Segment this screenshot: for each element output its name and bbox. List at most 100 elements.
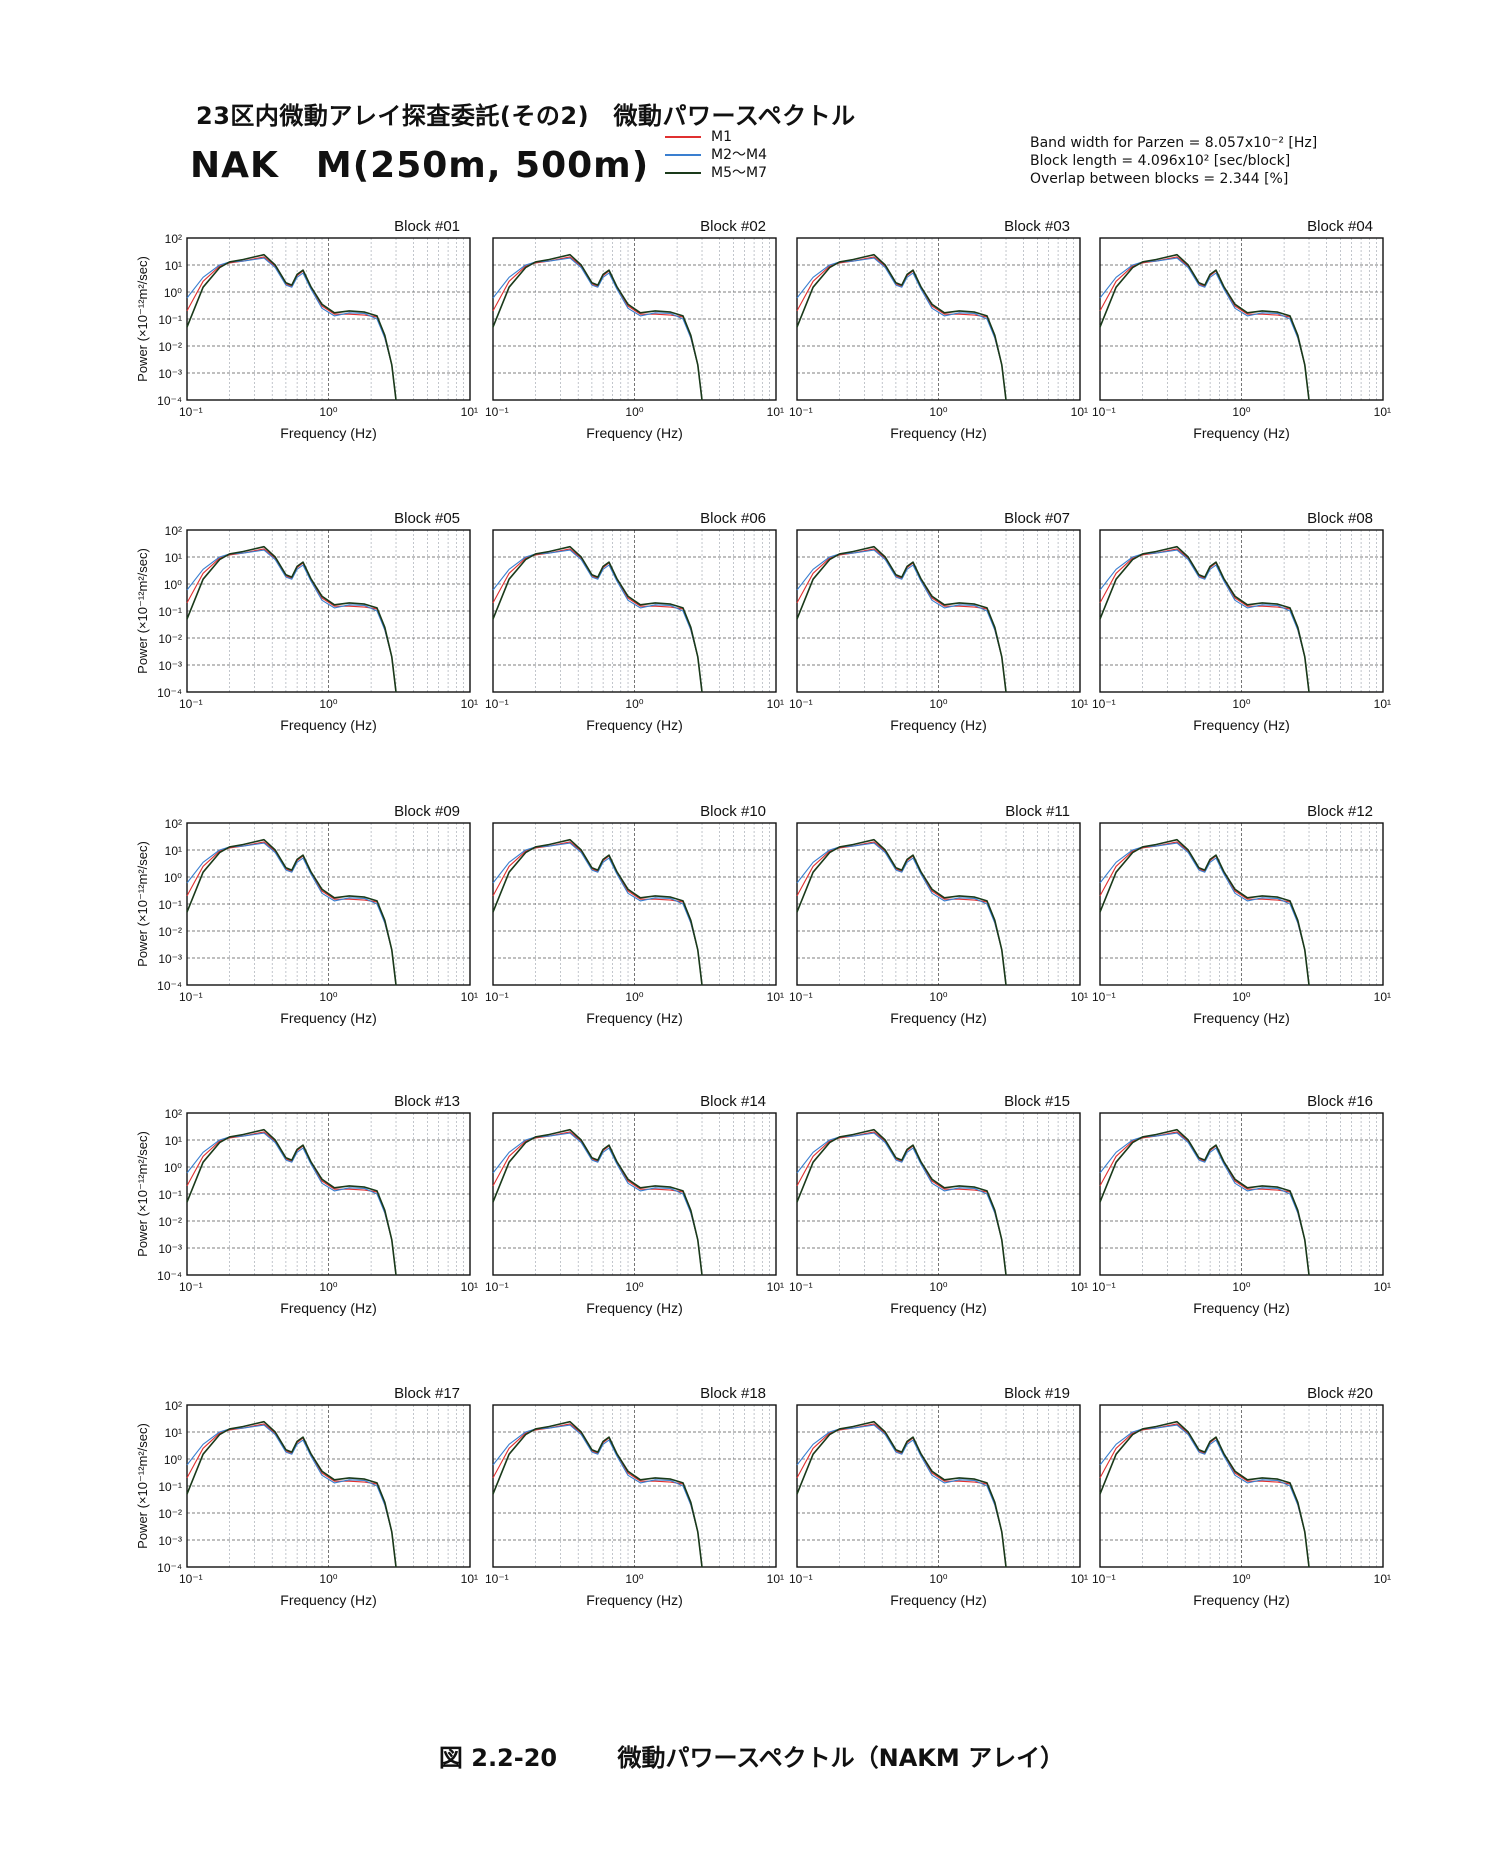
x-axis-label: Frequency (Hz) (890, 717, 986, 733)
plot-frame (492, 529, 777, 693)
panel-title: Block #12 (1307, 803, 1373, 820)
spectrum-line-m2-m4 (1099, 1132, 1310, 1276)
spectrum-line-m5-m7 (796, 838, 1007, 986)
x-tick-label: 10⁰ (929, 405, 947, 419)
x-tick-label: 10⁻¹ (179, 1280, 203, 1294)
spectrum-line-m2-m4 (796, 1424, 1007, 1568)
spectrum-panel: Block #05 10² 10¹ 10⁰ 10⁻¹ 10⁻² 10⁻³ 10⁻⁴ Power … (135, 510, 478, 733)
spectrum-line-m1 (492, 548, 703, 693)
spectrum-panel: Block #19 10⁻¹ 10⁰ 10¹ Frequency (Hz) (789, 1385, 1088, 1608)
y-tick-label: 10⁻¹ (158, 313, 182, 327)
x-tick-label: 10⁻¹ (485, 697, 509, 711)
x-tick-label: 10⁰ (319, 990, 337, 1004)
caption-text: 微動パワースペクトル（NAKM アレイ） (617, 1744, 1065, 1772)
x-axis-label: Frequency (Hz) (586, 1300, 682, 1316)
legend-label-m5-m7: M5～M7 (711, 165, 767, 181)
plot-frame (1099, 237, 1384, 401)
spectrum-line-m1 (186, 548, 397, 693)
spectrum-line-m2-m4 (1099, 549, 1310, 693)
spectrum-panel: Block #12 10⁻¹ 10⁰ 10¹ Frequency (Hz) (1092, 803, 1391, 1026)
y-tick-label: 10² (165, 232, 182, 246)
y-axis-label: Power (×10⁻¹²m²/sec) (135, 841, 150, 967)
spectrum-line-m5-m7 (492, 1128, 703, 1276)
x-axis-label: Frequency (Hz) (1193, 1592, 1289, 1608)
spectrum-panel: Block #02 10⁻¹ 10⁰ 10¹ Frequency (Hz) (485, 218, 784, 441)
x-tick-label: 10⁻¹ (485, 1280, 509, 1294)
spectrum-line-m1 (1099, 1423, 1310, 1568)
spectrum-panel: Block #18 10⁻¹ 10⁰ 10¹ Frequency (Hz) (485, 1385, 784, 1608)
spectrum-line-m2-m4 (492, 549, 703, 693)
x-tick-label: 10⁰ (1232, 405, 1250, 419)
legend-item-m1: M1 (665, 128, 767, 146)
spectrum-line-m2-m4 (492, 842, 703, 986)
analysis-parameters: Band width for Parzen = 8.057x10⁻² [Hz] … (1030, 134, 1317, 188)
spectrum-line-m1 (796, 1423, 1007, 1568)
plot-frame (796, 1112, 1081, 1276)
x-tick-label: 10⁰ (625, 1572, 643, 1586)
y-tick-label: 10⁻³ (158, 659, 182, 673)
x-tick-label: 10¹ (1374, 1280, 1391, 1294)
x-tick-label: 10⁰ (929, 1572, 947, 1586)
x-tick-label: 10¹ (461, 405, 478, 419)
spectrum-line-m2-m4 (796, 842, 1007, 986)
x-axis-label: Frequency (Hz) (1193, 1300, 1289, 1316)
x-axis-label: Frequency (Hz) (280, 425, 376, 441)
x-tick-label: 10¹ (461, 697, 478, 711)
site-label: NAK M(250m, 500m) (190, 145, 650, 186)
panel-title: Block #11 (1005, 803, 1070, 820)
plot-frame (1099, 529, 1384, 693)
x-tick-label: 10⁰ (625, 1280, 643, 1294)
x-tick-label: 10⁻¹ (179, 1572, 203, 1586)
y-axis-label: Power (×10⁻¹²m²/sec) (135, 548, 150, 674)
x-tick-label: 10⁻¹ (789, 405, 813, 419)
y-tick-label: 10⁻⁴ (157, 394, 182, 408)
x-tick-label: 10⁰ (319, 697, 337, 711)
x-axis-label: Frequency (Hz) (280, 1010, 376, 1026)
y-tick-label: 10⁻⁴ (157, 686, 182, 700)
panel-title: Block #16 (1307, 1093, 1373, 1110)
spectrum-line-m1 (186, 1423, 397, 1568)
plot-frame (186, 1112, 471, 1276)
x-tick-label: 10¹ (767, 1572, 784, 1586)
y-tick-label: 10² (165, 1399, 182, 1413)
spectrum-line-m5-m7 (796, 1128, 1007, 1276)
x-axis-label: Frequency (Hz) (890, 1592, 986, 1608)
x-tick-label: 10⁻¹ (789, 1572, 813, 1586)
plot-frame (796, 1404, 1081, 1568)
x-tick-label: 10⁻¹ (789, 990, 813, 1004)
x-axis-label: Frequency (Hz) (280, 1300, 376, 1316)
spectrum-line-m2-m4 (1099, 257, 1310, 401)
y-tick-label: 10² (165, 817, 182, 831)
x-axis-label: Frequency (Hz) (586, 425, 682, 441)
plot-frame (796, 822, 1081, 986)
spectrum-line-m1 (796, 256, 1007, 401)
y-tick-label: 10⁻² (158, 632, 182, 646)
spectrum-line-m5-m7 (1099, 545, 1310, 693)
spectrum-line-m1 (1099, 841, 1310, 986)
spectrum-line-m2-m4 (492, 1132, 703, 1276)
y-tick-label: 10⁻² (158, 340, 182, 354)
plot-frame (186, 237, 471, 401)
spectrum-line-m1 (492, 841, 703, 986)
x-tick-label: 10⁻¹ (179, 405, 203, 419)
spectrum-panel: Block #13 10² 10¹ 10⁰ 10⁻¹ 10⁻² 10⁻³ 10⁻⁴ Power … (135, 1093, 478, 1316)
y-tick-label: 10⁻⁴ (157, 1269, 182, 1283)
y-tick-label: 10⁻¹ (158, 1480, 182, 1494)
spectrum-panel: Block #04 10⁻¹ 10⁰ 10¹ Frequency (Hz) (1092, 218, 1391, 441)
y-tick-label: 10¹ (165, 259, 182, 273)
x-tick-label: 10⁻¹ (179, 990, 203, 1004)
legend-item-m5-m7: M5～M7 (665, 164, 767, 182)
spectrum-line-m5-m7 (492, 253, 703, 401)
spectrum-line-m5-m7 (1099, 838, 1310, 986)
plot-frame (492, 237, 777, 401)
y-tick-label: 10⁻³ (158, 952, 182, 966)
panel-title: Block #06 (700, 510, 766, 527)
y-axis-label: Power (×10⁻¹²m²/sec) (135, 1131, 150, 1257)
spectrum-line-m1 (492, 1423, 703, 1568)
panel-title: Block #14 (700, 1093, 766, 1110)
x-axis-label: Frequency (Hz) (1193, 425, 1289, 441)
x-axis-label: Frequency (Hz) (890, 1300, 986, 1316)
y-tick-label: 10⁰ (164, 286, 182, 300)
y-tick-label: 10⁻⁴ (157, 979, 182, 993)
spectrum-panel: Block #06 10⁻¹ 10⁰ 10¹ Frequency (Hz) (485, 510, 784, 733)
